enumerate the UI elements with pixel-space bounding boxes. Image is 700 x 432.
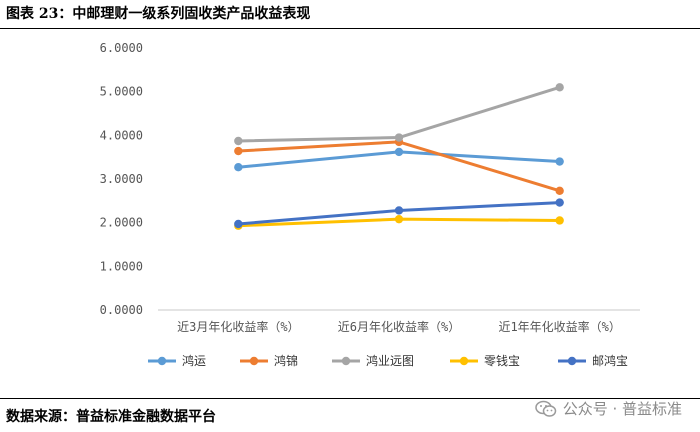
legend-item: 鸿锦	[240, 354, 298, 368]
y-axis: 0.0000 1.0000 2.0000 3.0000 4.0000 5.0000 6.00…	[100, 41, 143, 317]
chart-legend: 鸿运 鸿锦 鸿业远图 零钱宝 邮鸿宝	[148, 353, 628, 368]
data-point	[555, 198, 564, 207]
watermark: 公众号 · 普益标准	[534, 398, 682, 419]
data-point	[555, 83, 564, 92]
series-鸿锦	[234, 137, 564, 195]
x-tick-label: 近3月年化收益率（%）	[177, 319, 299, 334]
y-tick-label: 6.0000	[100, 41, 143, 55]
data-point	[555, 186, 564, 195]
y-tick-label: 0.0000	[100, 303, 143, 317]
series-邮鸿宝	[234, 198, 564, 229]
y-tick-label: 1.0000	[100, 259, 143, 273]
data-point	[234, 219, 243, 229]
data-point	[234, 146, 243, 156]
y-tick-label: 4.0000	[100, 128, 143, 142]
data-point	[555, 216, 564, 225]
series-line	[236, 85, 562, 143]
top-rule	[0, 28, 700, 29]
legend-item: 邮鸿宝	[558, 354, 628, 368]
legend-item: 鸿业远图	[332, 354, 414, 368]
bottom-rule	[0, 398, 700, 399]
data-point	[555, 157, 564, 166]
data-point	[234, 163, 243, 172]
y-tick-label: 2.0000	[100, 216, 143, 230]
legend-label: 鸿运	[182, 354, 206, 368]
x-tick-label: 近1年年化收益率（%）	[498, 319, 620, 334]
line-chart: 0.0000 1.0000 2.0000 3.0000 4.0000 5.0000 6.00…	[100, 41, 640, 368]
data-point	[394, 206, 404, 215]
data-point	[394, 133, 404, 142]
chart-series	[234, 83, 564, 230]
x-tick-label: 近6月年化收益率（%）	[338, 319, 460, 334]
x-axis: 近3月年化收益率（%） 近6月年化收益率（%） 近1年年化收益率（%）	[158, 309, 640, 334]
legend-marker	[249, 356, 259, 366]
wechat-icon	[534, 400, 556, 417]
legend-marker	[459, 356, 469, 366]
y-tick-label: 5.0000	[100, 85, 143, 99]
legend-marker	[157, 356, 167, 366]
figure-header: 图表 23：中邮理财一级系列固收类产品收益表现	[0, 0, 700, 28]
figure-title: 图表 23：中邮理财一级系列固收类产品收益表现	[6, 6, 311, 22]
series-零钱宝	[234, 214, 564, 230]
series-鸿业远图	[234, 83, 564, 146]
legend-item: 零钱宝	[450, 353, 520, 368]
watermark-text: 公众号 · 普益标准	[562, 400, 682, 418]
legend-label: 鸿业远图	[366, 354, 414, 368]
legend-item: 鸿运	[148, 354, 206, 368]
legend-marker	[567, 356, 577, 366]
data-point	[394, 214, 404, 224]
data-point	[394, 147, 404, 157]
data-point	[234, 136, 243, 146]
legend-label: 鸿锦	[274, 354, 298, 368]
series-鸿运	[234, 147, 564, 172]
legend-label: 邮鸿宝	[592, 354, 628, 368]
data-source-note: 数据来源：普益标准金融数据平台	[6, 409, 216, 425]
legend-marker	[341, 356, 351, 366]
y-tick-label: 3.0000	[100, 172, 143, 186]
legend-label: 零钱宝	[484, 353, 520, 368]
